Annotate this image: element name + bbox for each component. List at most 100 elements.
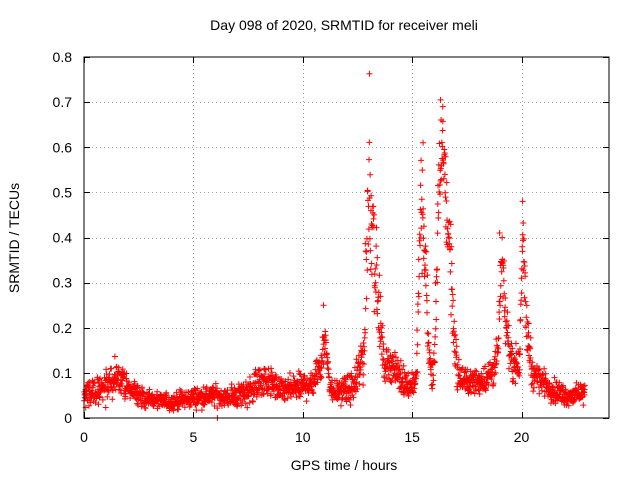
data-point [252, 371, 259, 378]
data-point [423, 309, 430, 316]
data-point [366, 156, 373, 163]
data-point [487, 359, 494, 366]
data-point [535, 367, 542, 374]
data-point [441, 171, 448, 178]
data-point [235, 381, 242, 388]
data-point [360, 381, 367, 388]
data-point [468, 389, 475, 396]
data-point [540, 371, 547, 378]
data-point [534, 378, 541, 385]
data-point [502, 304, 509, 311]
data-point [411, 381, 418, 388]
x-tick-label: 10 [295, 429, 311, 445]
data-point [353, 356, 360, 363]
data-point [310, 390, 317, 397]
data-point [349, 392, 356, 399]
data-point [290, 390, 297, 397]
data-point [318, 374, 325, 381]
data-point [109, 396, 116, 403]
data-point [389, 358, 396, 365]
data-point [365, 226, 372, 233]
data-point [363, 256, 370, 263]
data-point [424, 272, 431, 279]
data-point [214, 385, 221, 392]
data-point [378, 351, 385, 358]
data-point [519, 248, 526, 255]
data-point [453, 336, 460, 343]
data-point [475, 387, 482, 394]
data-point [454, 386, 461, 393]
data-point [580, 383, 587, 390]
data-point [372, 265, 379, 272]
data-point [350, 394, 357, 401]
data-point [234, 400, 241, 407]
data-point [473, 368, 480, 375]
data-point [500, 265, 507, 272]
data-point [150, 403, 157, 410]
data-point [430, 372, 437, 379]
data-point [453, 352, 460, 359]
data-point [241, 396, 248, 403]
data-point [370, 203, 377, 210]
data-point [396, 371, 403, 378]
data-point [560, 382, 567, 389]
data-point [106, 371, 113, 378]
data-point [495, 335, 502, 342]
data-point [185, 389, 192, 396]
data-point [496, 309, 503, 316]
y-tick-label: 0.6 [53, 139, 73, 155]
data-point [325, 366, 332, 373]
data-point [324, 354, 331, 361]
data-point [436, 181, 443, 188]
data-point [419, 270, 426, 277]
data-point [453, 343, 460, 350]
data-point [104, 393, 111, 400]
data-point [452, 349, 459, 356]
data-point [105, 374, 112, 381]
data-point [450, 297, 457, 304]
data-point [466, 380, 473, 387]
data-point [368, 260, 375, 267]
data-point [397, 357, 404, 364]
data-point [379, 322, 386, 329]
data-point [389, 353, 396, 360]
data-point [393, 354, 400, 361]
data-point [413, 350, 420, 357]
data-point [499, 234, 506, 241]
data-point [505, 322, 512, 329]
data-point [448, 243, 455, 250]
data-point [95, 401, 102, 408]
data-point [373, 262, 380, 269]
data-point [493, 357, 500, 364]
data-point [412, 380, 419, 387]
data-point [488, 376, 495, 383]
plot-frame [83, 56, 610, 419]
x-tick-labels: 0 5 10 15 20 [80, 429, 529, 445]
data-point [85, 379, 92, 386]
data-point [242, 379, 249, 386]
y-tick-label: 0.2 [53, 320, 73, 336]
data-point [203, 384, 210, 391]
data-point [498, 268, 505, 275]
data-point [527, 334, 534, 341]
data-point [527, 345, 534, 352]
data-point [397, 370, 404, 377]
data-point [387, 378, 394, 385]
data-point [420, 255, 427, 262]
data-point [432, 325, 439, 332]
data-point [242, 400, 249, 407]
data-point [482, 387, 489, 394]
data-point [414, 301, 421, 308]
data-point [363, 295, 370, 302]
data-point [194, 385, 201, 392]
y-tick-label: 0.7 [53, 94, 73, 110]
data-point [100, 381, 107, 388]
data-point [551, 374, 558, 381]
data-point [581, 382, 588, 389]
data-point [492, 353, 499, 360]
data-point [520, 220, 527, 227]
y-tick-label: 0 [64, 410, 72, 426]
data-point [491, 371, 498, 378]
data-point [415, 293, 422, 300]
data-point [502, 294, 509, 301]
